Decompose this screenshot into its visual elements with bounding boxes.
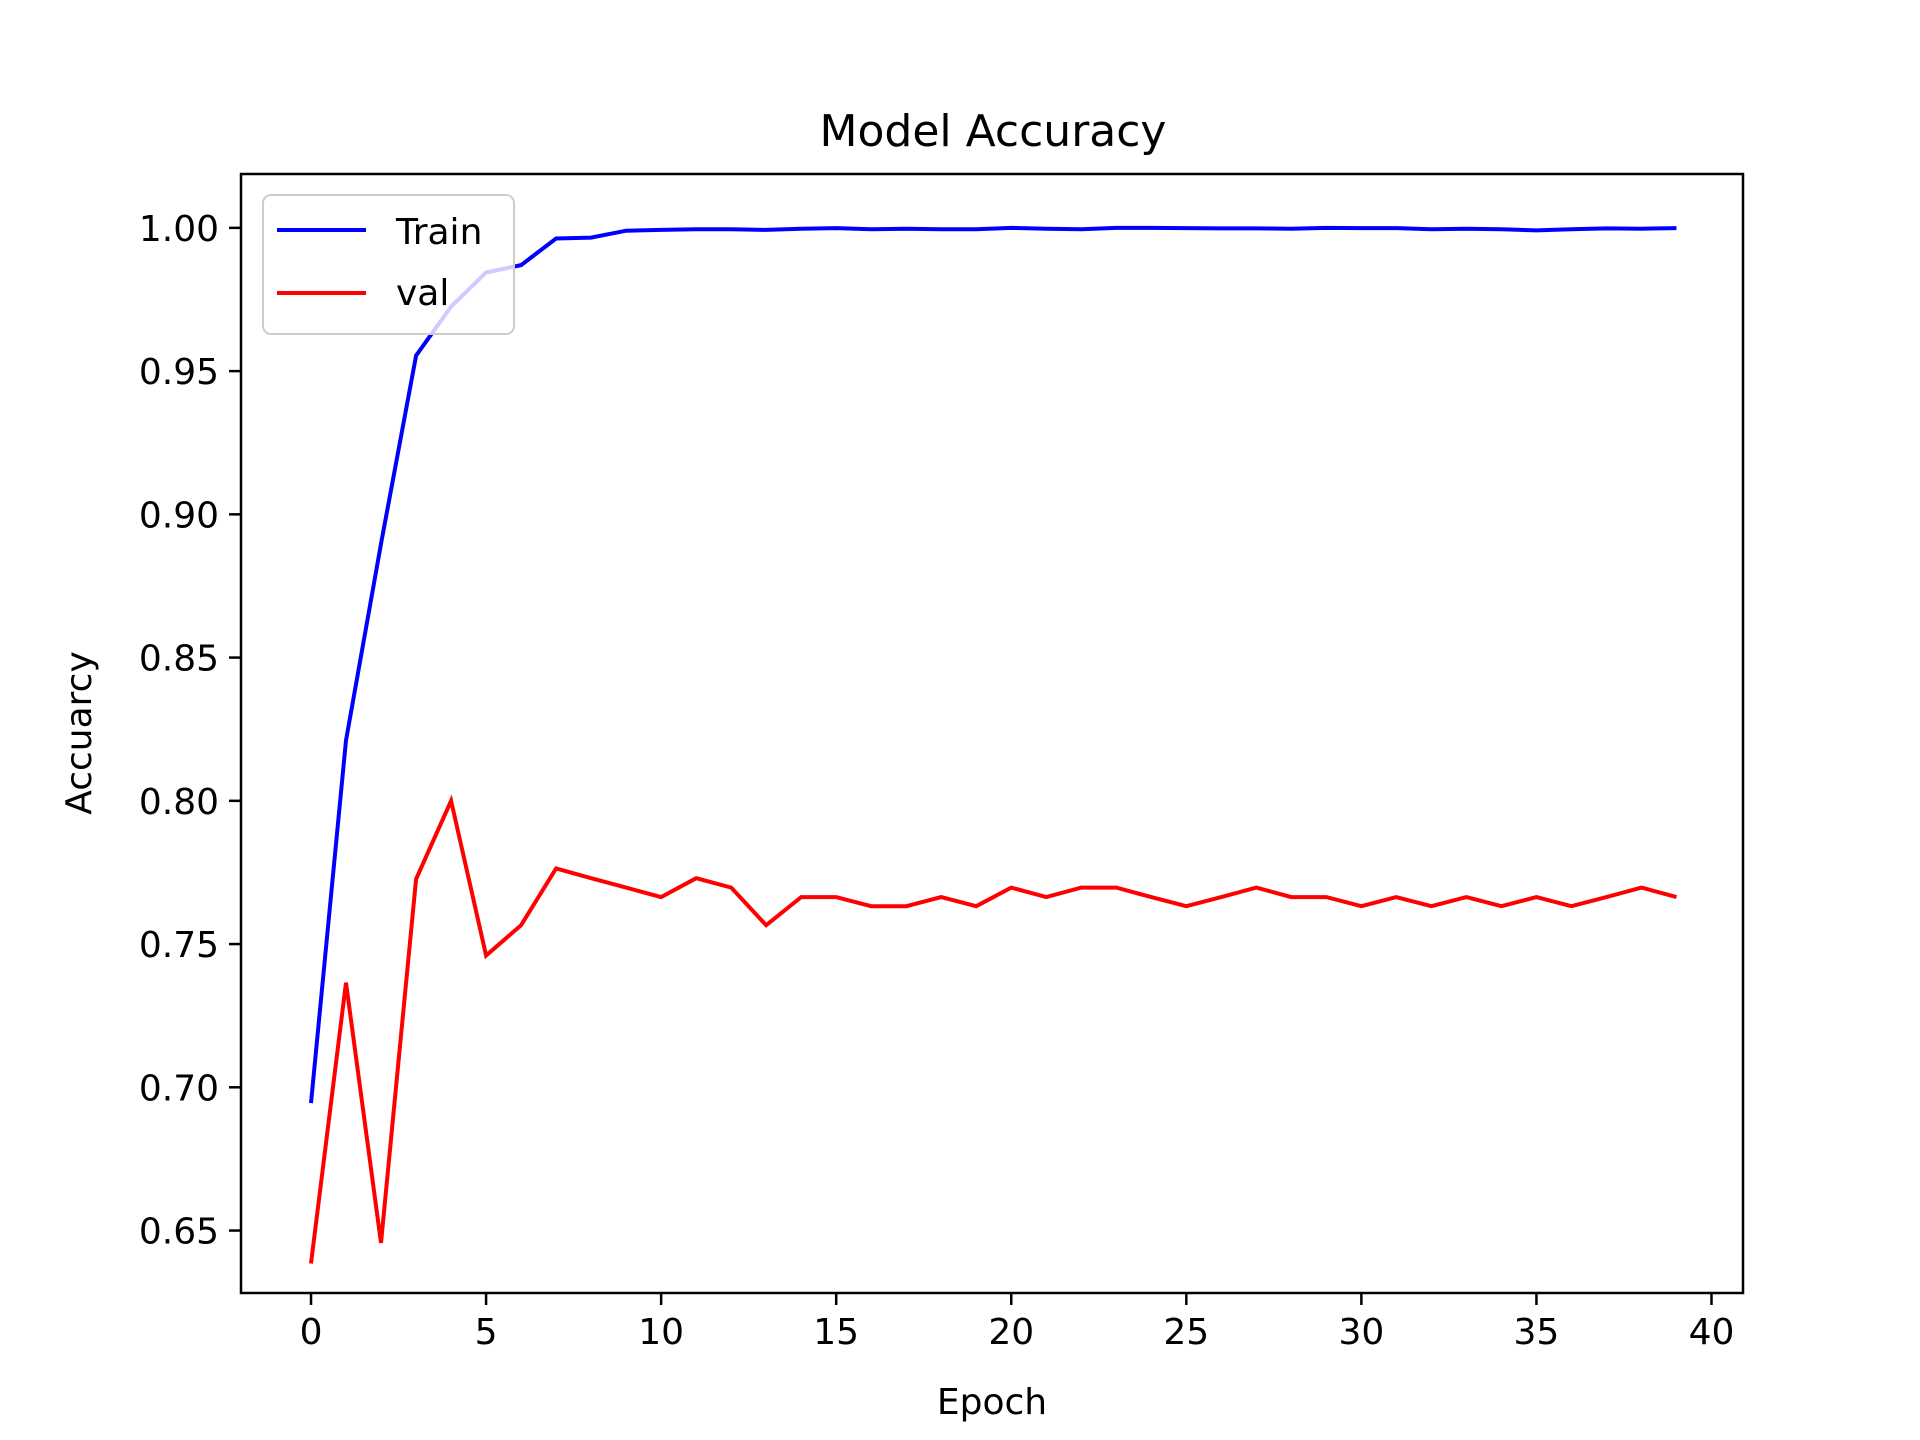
x-tick-label: 35 — [1514, 1312, 1560, 1353]
x-tick-label: 40 — [1689, 1312, 1735, 1353]
y-tick-label: 0.70 — [139, 1068, 219, 1109]
x-tick-label: 30 — [1338, 1312, 1384, 1353]
legend: Train val — [262, 194, 515, 335]
series-line-val — [309, 794, 1678, 1264]
x-axis-label: Epoch — [937, 1382, 1047, 1423]
x-tick-label: 0 — [300, 1312, 323, 1353]
x-axis-ticks: 0 5 10 15 20 25 30 35 40 — [300, 1293, 1735, 1353]
x-tick-label: 10 — [638, 1312, 684, 1353]
series-layer — [309, 225, 1678, 1264]
y-tick-label: 0.95 — [139, 352, 219, 393]
plot-frame — [239, 172, 1745, 1295]
series-line-train — [309, 225, 1677, 1104]
chart-title: Model Accuracy — [820, 106, 1167, 157]
y-tick-label: 0.90 — [139, 495, 219, 536]
x-tick-label: 5 — [475, 1312, 498, 1353]
y-axis-label: Accuarcy — [59, 651, 100, 815]
legend-label-val: val — [396, 273, 449, 314]
plot-area — [239, 172, 1745, 1295]
x-tick-label: 25 — [1163, 1312, 1209, 1353]
x-tick-label: 20 — [988, 1312, 1034, 1353]
y-tick-label: 0.85 — [139, 639, 219, 680]
y-tick-label: 0.65 — [139, 1212, 219, 1253]
x-tick-label: 15 — [813, 1312, 859, 1353]
y-axis-ticks: 0.65 0.70 0.75 0.80 0.85 0.90 0.95 1.00 — [139, 209, 241, 1253]
y-tick-label: 1.00 — [139, 209, 219, 250]
y-tick-label: 0.75 — [139, 925, 219, 966]
legend-label-train: Train — [395, 212, 482, 253]
y-tick-label: 0.80 — [139, 782, 219, 823]
